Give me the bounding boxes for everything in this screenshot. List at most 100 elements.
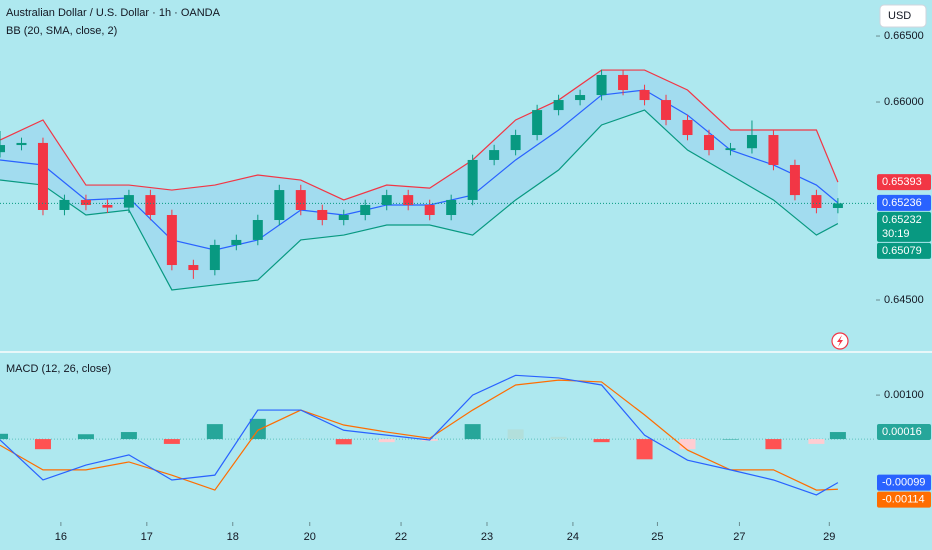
candle-body: [102, 204, 113, 208]
bb-upper: [0, 69, 839, 201]
candle-body: [639, 90, 650, 101]
candle-body: [489, 150, 500, 160]
candle-body: [618, 74, 629, 91]
price-label-bg: [877, 424, 931, 441]
candle-body: [166, 215, 177, 266]
price-label: -0.00099: [882, 477, 925, 489]
candle-body: [596, 74, 607, 96]
price-label: 0.00016: [882, 426, 922, 438]
x-tick-label: 17: [141, 531, 153, 543]
candle-body: [746, 135, 757, 149]
indicator-label: BB (20, SMA, close, 2): [6, 25, 117, 37]
candle-body: [338, 215, 349, 221]
candle-body: [661, 100, 672, 120]
price-label-bg: [877, 211, 931, 242]
histogram-bar: [808, 439, 825, 444]
candle-body: [145, 195, 156, 216]
histogram-bar: [507, 429, 524, 440]
chart-title: Australian Dollar / U.S. Dollar · 1h · O…: [6, 7, 221, 19]
currency-label: USD: [888, 10, 911, 22]
candle-body: [317, 209, 328, 221]
candle-body: [295, 190, 306, 210]
histogram-bar: [722, 439, 739, 440]
candle-body: [446, 199, 457, 216]
candle-body: [682, 119, 693, 136]
candle-body: [768, 135, 779, 165]
price-label: 0.65079: [882, 245, 922, 257]
band-fill: [0, 70, 838, 290]
price-label-bg: [877, 174, 931, 191]
candle-body: [188, 265, 199, 271]
histogram-bar: [335, 439, 352, 445]
candle-body: [252, 220, 263, 240]
histogram-bar: [77, 434, 94, 440]
histogram-bar: [679, 439, 696, 450]
price-label-bg: [877, 242, 931, 259]
candle-body: [510, 135, 521, 151]
x-tick-label: 27: [733, 531, 745, 543]
x-tick-label: 16: [55, 531, 67, 543]
candle-body: [123, 195, 134, 208]
candle-body: [553, 100, 564, 111]
price-label-bg: [877, 491, 931, 508]
x-tick-label: 20: [304, 531, 316, 543]
price-label-bg: [877, 474, 931, 491]
histogram-bar: [292, 439, 309, 440]
candle-body: [811, 195, 822, 209]
candle-body: [381, 195, 392, 205]
candle-body: [209, 244, 220, 271]
candle-body: [575, 95, 586, 101]
x-tick-label: 29: [823, 531, 835, 543]
price-label-bg: [877, 194, 931, 211]
histogram-bar: [593, 439, 610, 443]
candle-body: [274, 190, 285, 221]
price-label: 0.65393: [882, 176, 922, 188]
x-tick-label: 24: [567, 531, 579, 543]
histogram-bar: [120, 432, 137, 440]
candle-body: [360, 204, 371, 216]
y-tick-label: 0.66500: [884, 30, 924, 42]
histogram-bar: [378, 439, 395, 443]
candle-body: [424, 204, 435, 216]
candle-body: [703, 135, 714, 151]
histogram-bar: [163, 439, 180, 444]
candle-body: [467, 159, 478, 200]
histogram-bar: [550, 436, 567, 440]
y-tick-label: 0.66000: [884, 96, 924, 108]
histogram-bar: [34, 439, 51, 450]
candle-body: [725, 148, 736, 151]
histogram-bar: [206, 424, 223, 440]
y-tick-label: 0.00100: [884, 389, 924, 401]
x-tick-label: 22: [395, 531, 407, 543]
y-tick-label: 0.64500: [884, 294, 924, 306]
x-tick-label: 25: [651, 531, 663, 543]
candle-body: [403, 195, 414, 205]
price-label: 0.65232: [882, 214, 922, 226]
histogram-bar: [636, 439, 653, 460]
histogram-bar: [765, 439, 782, 450]
countdown-label: 30:19: [882, 228, 910, 240]
candle-body: [0, 145, 5, 153]
candle-body: [16, 142, 27, 146]
candle-body: [231, 239, 242, 245]
price-label: 0.65236: [882, 197, 922, 209]
histogram-bar: [0, 433, 8, 440]
currency-button[interactable]: [879, 4, 927, 28]
candle-body: [80, 199, 91, 205]
bb-lower: [0, 109, 839, 291]
candle-body: [37, 142, 48, 210]
candle-body: [832, 203, 843, 209]
macd-label: MACD (12, 26, close): [6, 363, 111, 375]
macd-line: [0, 374, 839, 496]
x-tick-label: 18: [227, 531, 239, 543]
alert-icon[interactable]: [831, 332, 849, 350]
histogram-bar: [464, 424, 481, 440]
candle-body: [789, 164, 800, 196]
price-label: -0.00114: [882, 494, 925, 506]
histogram-bar: [829, 432, 846, 440]
candle-body: [532, 110, 543, 136]
histogram-bar: [249, 418, 266, 440]
x-tick-label: 23: [481, 531, 493, 543]
